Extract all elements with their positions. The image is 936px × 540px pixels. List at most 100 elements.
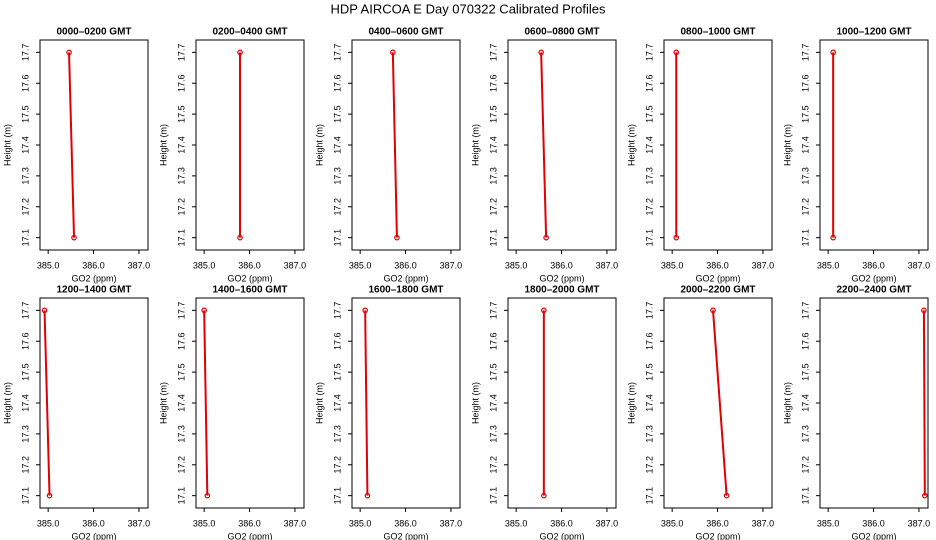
x-tick-label: 386.0: [550, 518, 573, 528]
y-tick-label: 17.3: [332, 425, 342, 443]
y-tick-label: 17.3: [488, 425, 498, 443]
x-axis-label: GO2 (ppm): [383, 273, 428, 283]
y-tick-label: 17.2: [332, 456, 342, 474]
y-tick-label: 17.2: [176, 198, 186, 216]
y-tick-label: 17.3: [644, 425, 654, 443]
y-tick-label: 17.5: [176, 363, 186, 381]
y-tick-label: 17.7: [20, 44, 30, 62]
y-tick-label: 17.7: [176, 302, 186, 320]
panel-title: 1600–1800 GMT: [368, 285, 443, 296]
panel-title: 0400–0600 GMT: [368, 27, 443, 38]
x-axis-label: GO2 (ppm): [539, 531, 584, 540]
plot-frame: [819, 39, 929, 251]
x-axis-label: GO2 (ppm): [383, 531, 428, 540]
panel-title: 1800–2000 GMT: [524, 285, 599, 296]
y-tick-label: 17.1: [488, 487, 498, 505]
profile-point: [541, 492, 547, 499]
y-tick-label: 17.5: [332, 105, 342, 123]
profile-point: [394, 234, 400, 241]
y-axis-label: Height (m): [626, 382, 636, 424]
profile-point: [46, 492, 53, 499]
x-tick-label: 387.0: [284, 260, 307, 270]
panel-title: 0600–0800 GMT: [524, 27, 599, 38]
y-tick-label: 17.7: [176, 44, 186, 62]
x-tick-label: 386.0: [394, 518, 417, 528]
y-tick-label: 17.1: [800, 487, 810, 505]
x-tick-label: 385.0: [349, 260, 372, 270]
profile-line: [540, 52, 548, 238]
y-tick-label: 17.6: [644, 74, 654, 92]
profile-point: [364, 492, 371, 499]
x-tick-label: 387.0: [908, 518, 931, 528]
y-tick-label: 17.3: [20, 167, 30, 185]
y-tick-label: 17.6: [488, 332, 498, 350]
y-tick-label: 17.2: [644, 198, 654, 216]
plot-frame: [351, 297, 461, 509]
y-tick-label: 17.3: [488, 167, 498, 185]
profile-line: [712, 310, 728, 496]
y-axis-label: Height (m): [314, 124, 324, 166]
profile-point: [66, 49, 72, 56]
y-tick-label: 17.2: [20, 198, 30, 216]
profile-point: [723, 492, 730, 499]
panel-title: 1400–1600 GMT: [212, 285, 287, 296]
y-tick-label: 17.1: [332, 487, 342, 505]
plot-frame: [819, 297, 929, 509]
x-tick-label: 387.0: [752, 518, 775, 528]
y-tick-label: 17.6: [488, 74, 498, 92]
x-tick-label: 385.0: [817, 518, 840, 528]
profile-line: [391, 52, 398, 238]
y-tick-label: 17.7: [800, 302, 810, 320]
y-tick-label: 17.4: [488, 136, 498, 154]
y-tick-label: 17.4: [332, 394, 342, 412]
profile-point: [204, 492, 211, 499]
x-tick-label: 385.0: [505, 260, 528, 270]
plot-frame: [663, 297, 773, 509]
profile-line: [43, 310, 51, 496]
y-tick-label: 17.1: [800, 229, 810, 247]
profile-point: [921, 307, 927, 314]
profile-point: [541, 307, 547, 314]
y-tick-label: 17.7: [644, 44, 654, 62]
x-tick-label: 386.0: [550, 260, 573, 270]
y-tick-label: 17.4: [332, 136, 342, 154]
y-tick-label: 17.2: [332, 198, 342, 216]
y-tick-label: 17.4: [644, 136, 654, 154]
y-axis-label: Height (m): [2, 124, 12, 166]
x-tick-label: 387.0: [596, 260, 619, 270]
panel-title: 1000–1200 GMT: [836, 27, 911, 38]
x-axis-label: GO2 (ppm): [71, 273, 116, 283]
plot-frame: [195, 297, 305, 509]
y-tick-label: 17.4: [176, 136, 186, 154]
y-tick-label: 17.7: [800, 44, 810, 62]
profile-line: [922, 310, 926, 496]
y-tick-label: 17.1: [488, 229, 498, 247]
y-tick-label: 17.5: [488, 105, 498, 123]
y-tick-label: 17.5: [644, 105, 654, 123]
x-tick-label: 385.0: [193, 518, 216, 528]
y-tick-label: 17.2: [488, 198, 498, 216]
x-tick-label: 385.0: [661, 518, 684, 528]
y-axis-label: Height (m): [314, 382, 324, 424]
x-tick-label: 386.0: [706, 518, 729, 528]
x-tick-label: 385.0: [37, 260, 60, 270]
x-tick-label: 386.0: [82, 518, 105, 528]
panel-title: 2200–2400 GMT: [836, 285, 911, 296]
profile-point: [237, 49, 243, 56]
y-tick-label: 17.2: [176, 456, 186, 474]
profile-point: [538, 49, 544, 56]
y-tick-label: 17.5: [332, 363, 342, 381]
y-tick-label: 17.1: [332, 229, 342, 247]
y-tick-label: 17.3: [176, 425, 186, 443]
y-tick-label: 17.6: [332, 332, 342, 350]
y-tick-label: 17.4: [800, 394, 810, 412]
y-tick-label: 17.3: [800, 167, 810, 185]
x-axis-label: GO2 (ppm): [71, 531, 116, 540]
x-tick-label: 385.0: [193, 260, 216, 270]
profile-point: [543, 234, 549, 241]
x-axis-label: GO2 (ppm): [695, 273, 740, 283]
x-tick-label: 387.0: [128, 518, 151, 528]
plot-frame: [195, 39, 305, 251]
y-axis-label: Height (m): [470, 382, 480, 424]
y-tick-label: 17.2: [800, 456, 810, 474]
